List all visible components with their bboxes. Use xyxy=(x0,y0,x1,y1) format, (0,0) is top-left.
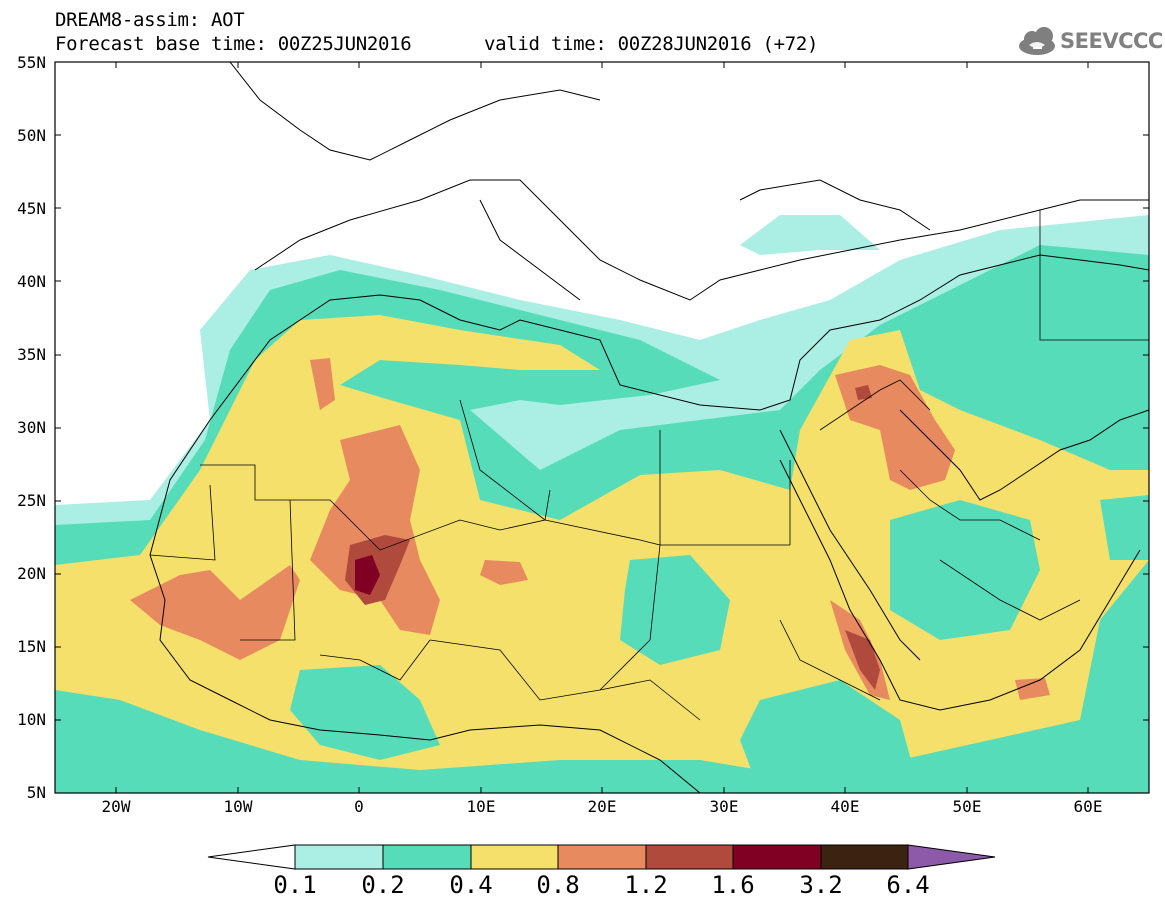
contour-level-0.8-morocco xyxy=(310,358,335,410)
contour-level-0.2-chad xyxy=(620,555,730,665)
lon-label: 40E xyxy=(830,797,860,816)
seevccc-logo xyxy=(1019,27,1055,55)
lon-label: 10W xyxy=(223,797,253,816)
aot-contours xyxy=(55,62,1149,793)
lat-label: 40N xyxy=(17,272,46,291)
colorbar-label: 0.8 xyxy=(536,871,580,899)
lat-label: 30N xyxy=(17,418,46,437)
lat-label: 20N xyxy=(17,564,46,583)
lat-label: 25N xyxy=(17,491,46,510)
contour-level-0.8-oman xyxy=(1015,678,1050,700)
lat-label: 45N xyxy=(17,199,46,218)
contour-level-1.6 xyxy=(355,555,380,595)
lon-label: 30E xyxy=(709,797,739,816)
cloud-icon xyxy=(1019,27,1055,55)
valid-time: valid time: 00Z28JUN2016 (+72) xyxy=(484,33,819,55)
contour-level-0.8-libya xyxy=(480,560,528,585)
logo-text: SEEVCCC xyxy=(1060,29,1163,53)
lat-label: 15N xyxy=(17,637,46,656)
contour-level-0.2-east-arabia xyxy=(1100,495,1149,560)
contour-level-0.1-turkey xyxy=(740,215,880,255)
country-borders xyxy=(149,210,1149,721)
lon-label: 20E xyxy=(587,797,617,816)
lat-label: 35N xyxy=(17,345,46,364)
colorbar-label: 0.1 xyxy=(273,871,317,899)
colorbar-label: 0.4 xyxy=(449,871,493,899)
axis-ticks xyxy=(55,61,1149,794)
lat-label: 10N xyxy=(17,710,46,729)
colorbar-label: 1.6 xyxy=(711,871,755,899)
colorbar-label: 3.2 xyxy=(799,871,843,899)
contour-level-0.2-east-africa xyxy=(740,680,920,793)
lon-label: 50E xyxy=(952,797,982,816)
contour-level-0.8-mauritania xyxy=(130,565,300,660)
contour-level-0.8-sahara xyxy=(310,425,440,635)
colorbar-label: 0.2 xyxy=(361,871,405,899)
lon-label: 20W xyxy=(101,797,131,816)
contour-level-0.2-arabia xyxy=(890,500,1040,640)
contour-level-1.2-iraq xyxy=(855,385,872,400)
colorbar-label: 1.2 xyxy=(624,871,668,899)
lon-label: 10E xyxy=(466,797,496,816)
coastlines xyxy=(149,62,1149,793)
colorbar-label: 6.4 xyxy=(886,871,930,899)
lat-label: 5N xyxy=(26,783,46,802)
lon-label: 0 xyxy=(354,797,364,816)
lat-label: 50N xyxy=(17,126,46,145)
lon-label: 60E xyxy=(1073,797,1103,816)
lat-label: 55N xyxy=(17,53,46,72)
map-title: DREAM8-assim: AOT xyxy=(55,9,245,31)
contour-level-0.2-nigeria xyxy=(290,665,440,760)
forecast-base-time: Forecast base time: 00Z25JUN2016 xyxy=(55,33,412,55)
